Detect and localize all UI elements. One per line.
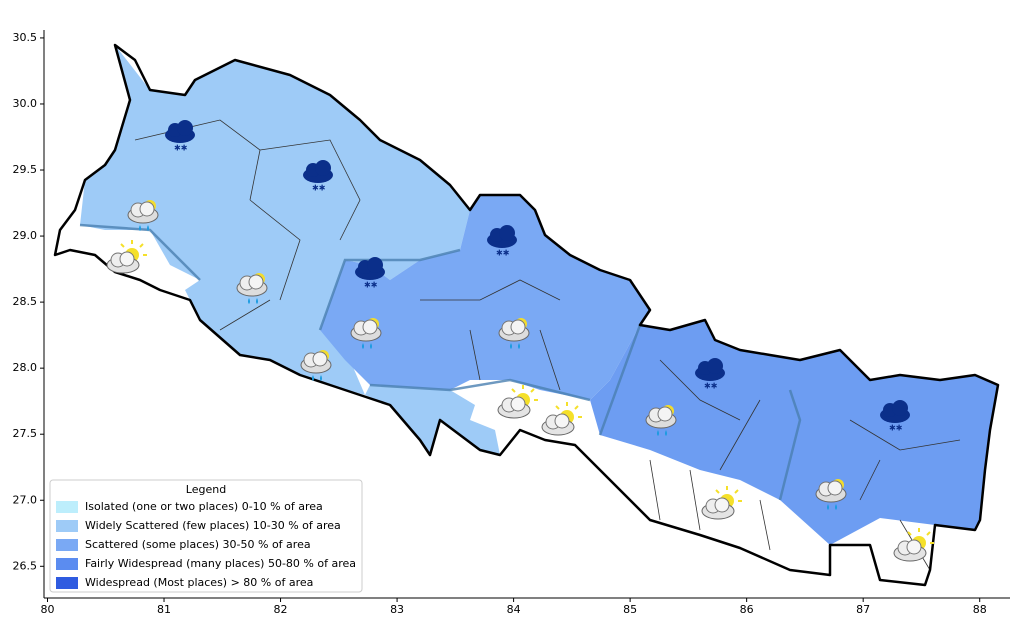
legend-swatch	[56, 558, 78, 570]
x-tick-label: 87	[856, 603, 870, 616]
x-tick-label: 86	[740, 603, 754, 616]
y-tick-label: 27.0	[13, 493, 38, 506]
x-tick-label: 83	[390, 603, 404, 616]
legend-label: Fairly Widespread (many places) 50-80 % …	[85, 557, 356, 570]
legend-label: Widespread (Most places) > 80 % of area	[85, 576, 313, 589]
legend: Legend Isolated (one or two places) 0-10…	[49, 479, 363, 593]
legend-title: Legend	[186, 483, 226, 496]
y-tick-label: 26.5	[13, 559, 38, 572]
legend-swatch	[56, 520, 78, 532]
legend-swatch	[56, 577, 78, 589]
district-boundary	[134, 119, 961, 571]
legend-swatch	[56, 539, 78, 551]
legend-box	[49, 479, 363, 593]
y-tick-label: 27.5	[13, 427, 38, 440]
x-tick-label: 82	[274, 603, 288, 616]
y-tick-label: 29.5	[13, 163, 38, 176]
y-tick-label: 29.0	[13, 229, 38, 242]
legend-label: Scattered (some places) 30-50 % of area	[85, 538, 311, 551]
province-boundary	[79, 223, 802, 501]
country-outline	[53, 43, 1000, 587]
legend-swatch	[56, 501, 78, 513]
x-tick-label: 80	[40, 603, 54, 616]
y-tick-label: 30.0	[13, 97, 38, 110]
map	[53, 43, 1000, 587]
y-tick-label: 30.5	[13, 31, 38, 44]
x-tick-label: 85	[623, 603, 637, 616]
x-tick-label: 81	[157, 603, 171, 616]
zone-widely-scattered	[365, 385, 500, 455]
x-tick-label: 88	[973, 603, 987, 616]
legend-label: Isolated (one or two places) 0-10 % of a…	[85, 500, 323, 513]
legend-label: Widely Scattered (few places) 10-30 % of…	[85, 519, 341, 532]
x-tick-label: 84	[507, 603, 521, 616]
y-tick-label: 28.0	[13, 361, 38, 374]
y-tick-label: 28.5	[13, 295, 38, 308]
